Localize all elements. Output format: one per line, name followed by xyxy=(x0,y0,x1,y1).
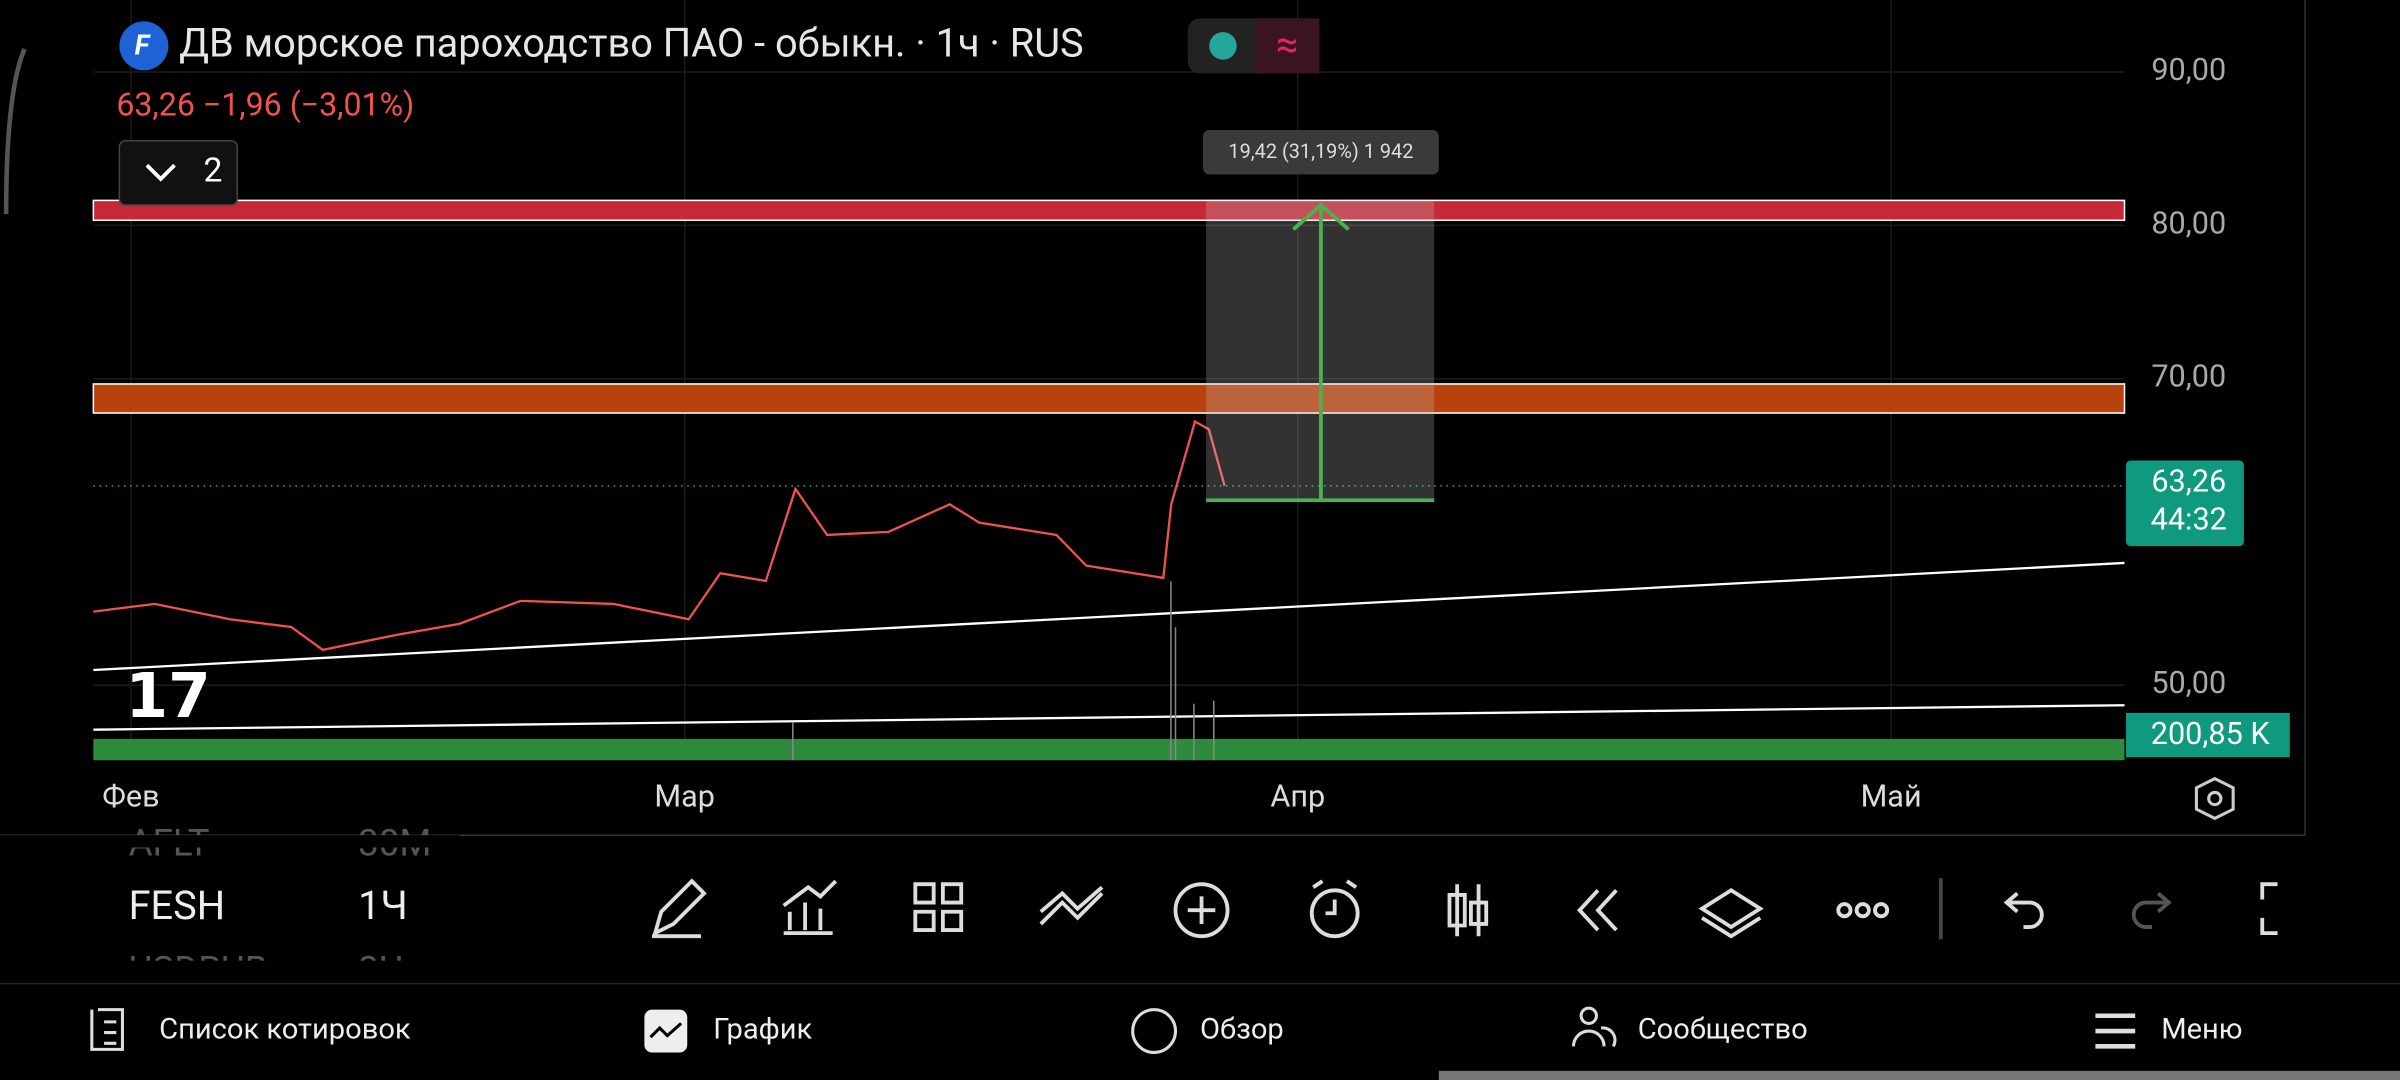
nav-item[interactable]: Обзор xyxy=(1200,1013,1284,1047)
settings-button[interactable] xyxy=(2194,776,2235,821)
toolbar xyxy=(652,878,2278,940)
plot-area xyxy=(93,0,2125,761)
tv-logo: 𝟭𝟳 xyxy=(126,660,211,732)
fullscreen-tool[interactable] xyxy=(2260,882,2278,936)
layers-tool[interactable] xyxy=(1698,888,1764,939)
delay-badge xyxy=(1255,18,1320,74)
measure-tooltip xyxy=(1203,130,1439,175)
edge-handle xyxy=(3,48,27,215)
price-change: 63,26 −1,96 (−3,01%) xyxy=(116,86,414,124)
nav-icon xyxy=(644,1009,688,1053)
nav-icon-glyph xyxy=(649,1022,683,1039)
volume-label: 200,85 K xyxy=(2151,717,2271,752)
last-price-tag xyxy=(2126,460,2244,547)
mask xyxy=(0,960,613,984)
chart-type-tool[interactable] xyxy=(1447,884,1489,937)
nav-item[interactable]: Сообщество xyxy=(1638,1013,1808,1047)
indicators-toggle[interactable] xyxy=(118,139,239,206)
y-tick-label: 50,00 xyxy=(2151,666,2226,701)
nav-item[interactable]: Список котировок xyxy=(159,1013,411,1047)
volume-strip xyxy=(93,738,2125,761)
nav-item[interactable]: График xyxy=(713,1013,812,1047)
measure-label: 19,42 (31,19%) 1 942 xyxy=(1228,140,1413,163)
nav-icon xyxy=(1131,1008,1178,1054)
delay-icon: ≈ xyxy=(1276,21,1298,68)
x-tick-label: Мар xyxy=(654,780,715,815)
y-tick-label: 90,00 xyxy=(2151,53,2226,88)
watch-interval[interactable]: 1Ч xyxy=(358,882,408,929)
trend-line xyxy=(93,704,2125,731)
last-price: 63,26 xyxy=(2151,464,2226,499)
add-tool[interactable] xyxy=(1173,882,1230,939)
chevron xyxy=(145,163,176,182)
nav-icon xyxy=(1571,1006,1617,1048)
x-tick-label: Апр xyxy=(1270,780,1325,815)
y-tick-label: 80,00 xyxy=(2151,206,2226,241)
x-tick-label: Май xyxy=(1861,780,1922,815)
more-tool[interactable] xyxy=(1836,902,1853,919)
ticker-logo xyxy=(119,21,169,71)
trend-line xyxy=(93,561,2125,672)
draw-tool[interactable] xyxy=(652,878,707,939)
watch-symbol[interactable]: FESH xyxy=(129,882,226,929)
replay-tool[interactable] xyxy=(1576,889,1618,932)
undo-tool[interactable] xyxy=(2003,891,2044,929)
nav-item[interactable]: Меню xyxy=(2161,1013,2242,1047)
y-tick-label: 70,00 xyxy=(2151,360,2226,395)
redo-tool[interactable] xyxy=(2131,891,2172,929)
compare-tool[interactable] xyxy=(1039,885,1104,926)
indicators-tool[interactable] xyxy=(782,879,838,936)
resistance-band xyxy=(92,199,2126,222)
resistance-band xyxy=(92,383,2126,414)
countdown: 44:32 xyxy=(2151,503,2227,538)
ticker-logo-letter: F xyxy=(135,29,152,62)
indicator-count: 2 xyxy=(204,152,223,191)
volume-tag xyxy=(2126,712,2290,758)
price-line xyxy=(93,419,1226,652)
x-tick-label: Фев xyxy=(102,780,159,815)
mask xyxy=(0,835,460,848)
nav-icon xyxy=(90,1008,124,1051)
scroll-indicator xyxy=(1438,1070,2400,1080)
alert-tool[interactable] xyxy=(1309,888,1360,939)
symbol-title[interactable]: ДВ морское пароходство ПАО - обыкн. · 1ч… xyxy=(179,19,1084,66)
settings-dot xyxy=(2207,790,2223,807)
nav-icon xyxy=(2095,1013,2136,1049)
volume-spikes xyxy=(792,581,1215,761)
measure-arrowhead xyxy=(1292,202,1350,231)
templates-tool[interactable] xyxy=(913,882,964,932)
market-status xyxy=(1209,32,1237,60)
